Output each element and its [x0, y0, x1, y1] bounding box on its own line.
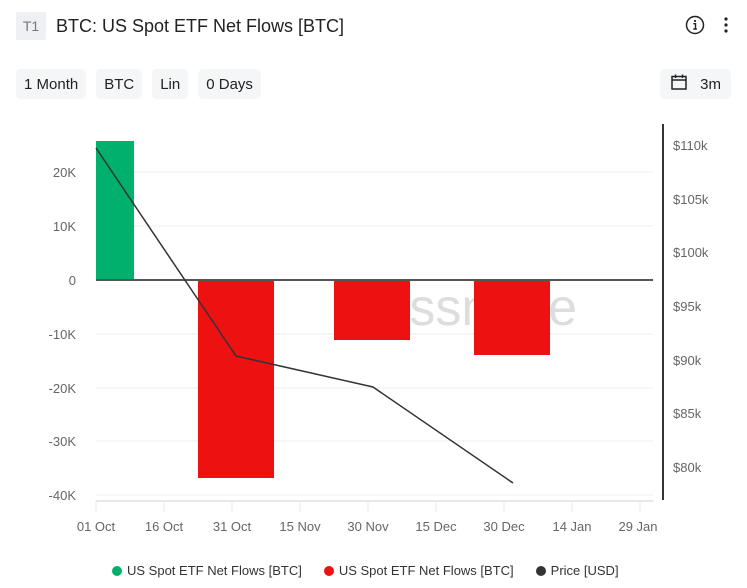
svg-text:10K: 10K: [53, 219, 76, 234]
chart-controls: 1 Month BTC Lin 0 Days: [16, 69, 261, 99]
legend-dot-icon: [323, 565, 334, 576]
range-select[interactable]: 3m: [660, 69, 731, 99]
tier-badge: T1: [16, 12, 46, 40]
price-line[interactable]: [95, 147, 514, 484]
svg-text:15 Nov: 15 Nov: [279, 519, 321, 534]
svg-text:30 Dec: 30 Dec: [483, 519, 525, 534]
svg-text:$105k: $105k: [673, 192, 709, 207]
resolution-select[interactable]: 1 Month: [16, 69, 87, 99]
chart-canvas[interactable]: glassnode 01 Oct 16 Oct 31 Oct 15 Nov 30…: [0, 0, 747, 560]
svg-text:$90k: $90k: [673, 353, 702, 368]
chart-title: BTC: US Spot ETF Net Flows [BTC]: [56, 15, 345, 36]
legend-dot-icon: [535, 565, 546, 576]
chart-header: T1 BTC: US Spot ETF Net Flows [BTC]: [16, 12, 344, 40]
svg-text:-40K: -40K: [49, 488, 77, 503]
more-vertical-icon[interactable]: [723, 16, 729, 39]
range-label: 3m: [700, 75, 721, 93]
bar-oct[interactable]: [96, 141, 134, 280]
svg-text:$100k: $100k: [673, 245, 709, 260]
legend-item-price[interactable]: Price [USD]: [535, 563, 619, 578]
x-tick-labels: 01 Oct 16 Oct 31 Oct 15 Nov 30 Nov 15 De…: [77, 519, 658, 534]
svg-text:$95k: $95k: [673, 299, 702, 314]
calendar-icon: [670, 73, 688, 95]
left-axis-labels: 20K 10K 0 -10K -20K -30K -40K: [49, 165, 77, 503]
svg-text:30 Nov: 30 Nov: [347, 519, 389, 534]
info-icon[interactable]: [685, 15, 705, 40]
svg-text:-30K: -30K: [49, 434, 77, 449]
svg-text:16 Oct: 16 Oct: [145, 519, 184, 534]
svg-text:0: 0: [69, 273, 76, 288]
bar-dec[interactable]: [334, 281, 410, 340]
right-axis-labels: $110k $105k $100k $95k $90k $85k $80k: [673, 138, 709, 475]
sma-select[interactable]: 0 Days: [198, 69, 261, 99]
svg-text:31 Oct: 31 Oct: [213, 519, 252, 534]
currency-select[interactable]: BTC: [96, 69, 143, 99]
svg-text:$80k: $80k: [673, 460, 702, 475]
svg-text:20K: 20K: [53, 165, 76, 180]
svg-text:$110k: $110k: [673, 138, 708, 153]
legend-item-inflows[interactable]: US Spot ETF Net Flows [BTC]: [112, 563, 302, 578]
scale-select[interactable]: Lin: [152, 69, 189, 99]
svg-text:-10K: -10K: [49, 327, 77, 342]
legend-dot-icon: [112, 565, 122, 576]
legend-item-outflows[interactable]: US Spot ETF Net Flows [BTC]: [323, 563, 514, 578]
svg-text:-20K: -20K: [49, 381, 77, 396]
svg-text:01 Oct: 01 Oct: [77, 519, 116, 534]
header-actions: [685, 15, 729, 40]
bar-nov[interactable]: [198, 281, 274, 478]
svg-text:29 Jan: 29 Jan: [618, 519, 657, 534]
svg-text:$85k: $85k: [673, 406, 702, 421]
svg-text:15 Dec: 15 Dec: [415, 519, 457, 534]
bar-jan[interactable]: [474, 281, 550, 355]
svg-text:14 Jan: 14 Jan: [552, 519, 591, 534]
chart-legend: US Spot ETF Net Flows [BTC] US Spot ETF …: [112, 563, 619, 578]
